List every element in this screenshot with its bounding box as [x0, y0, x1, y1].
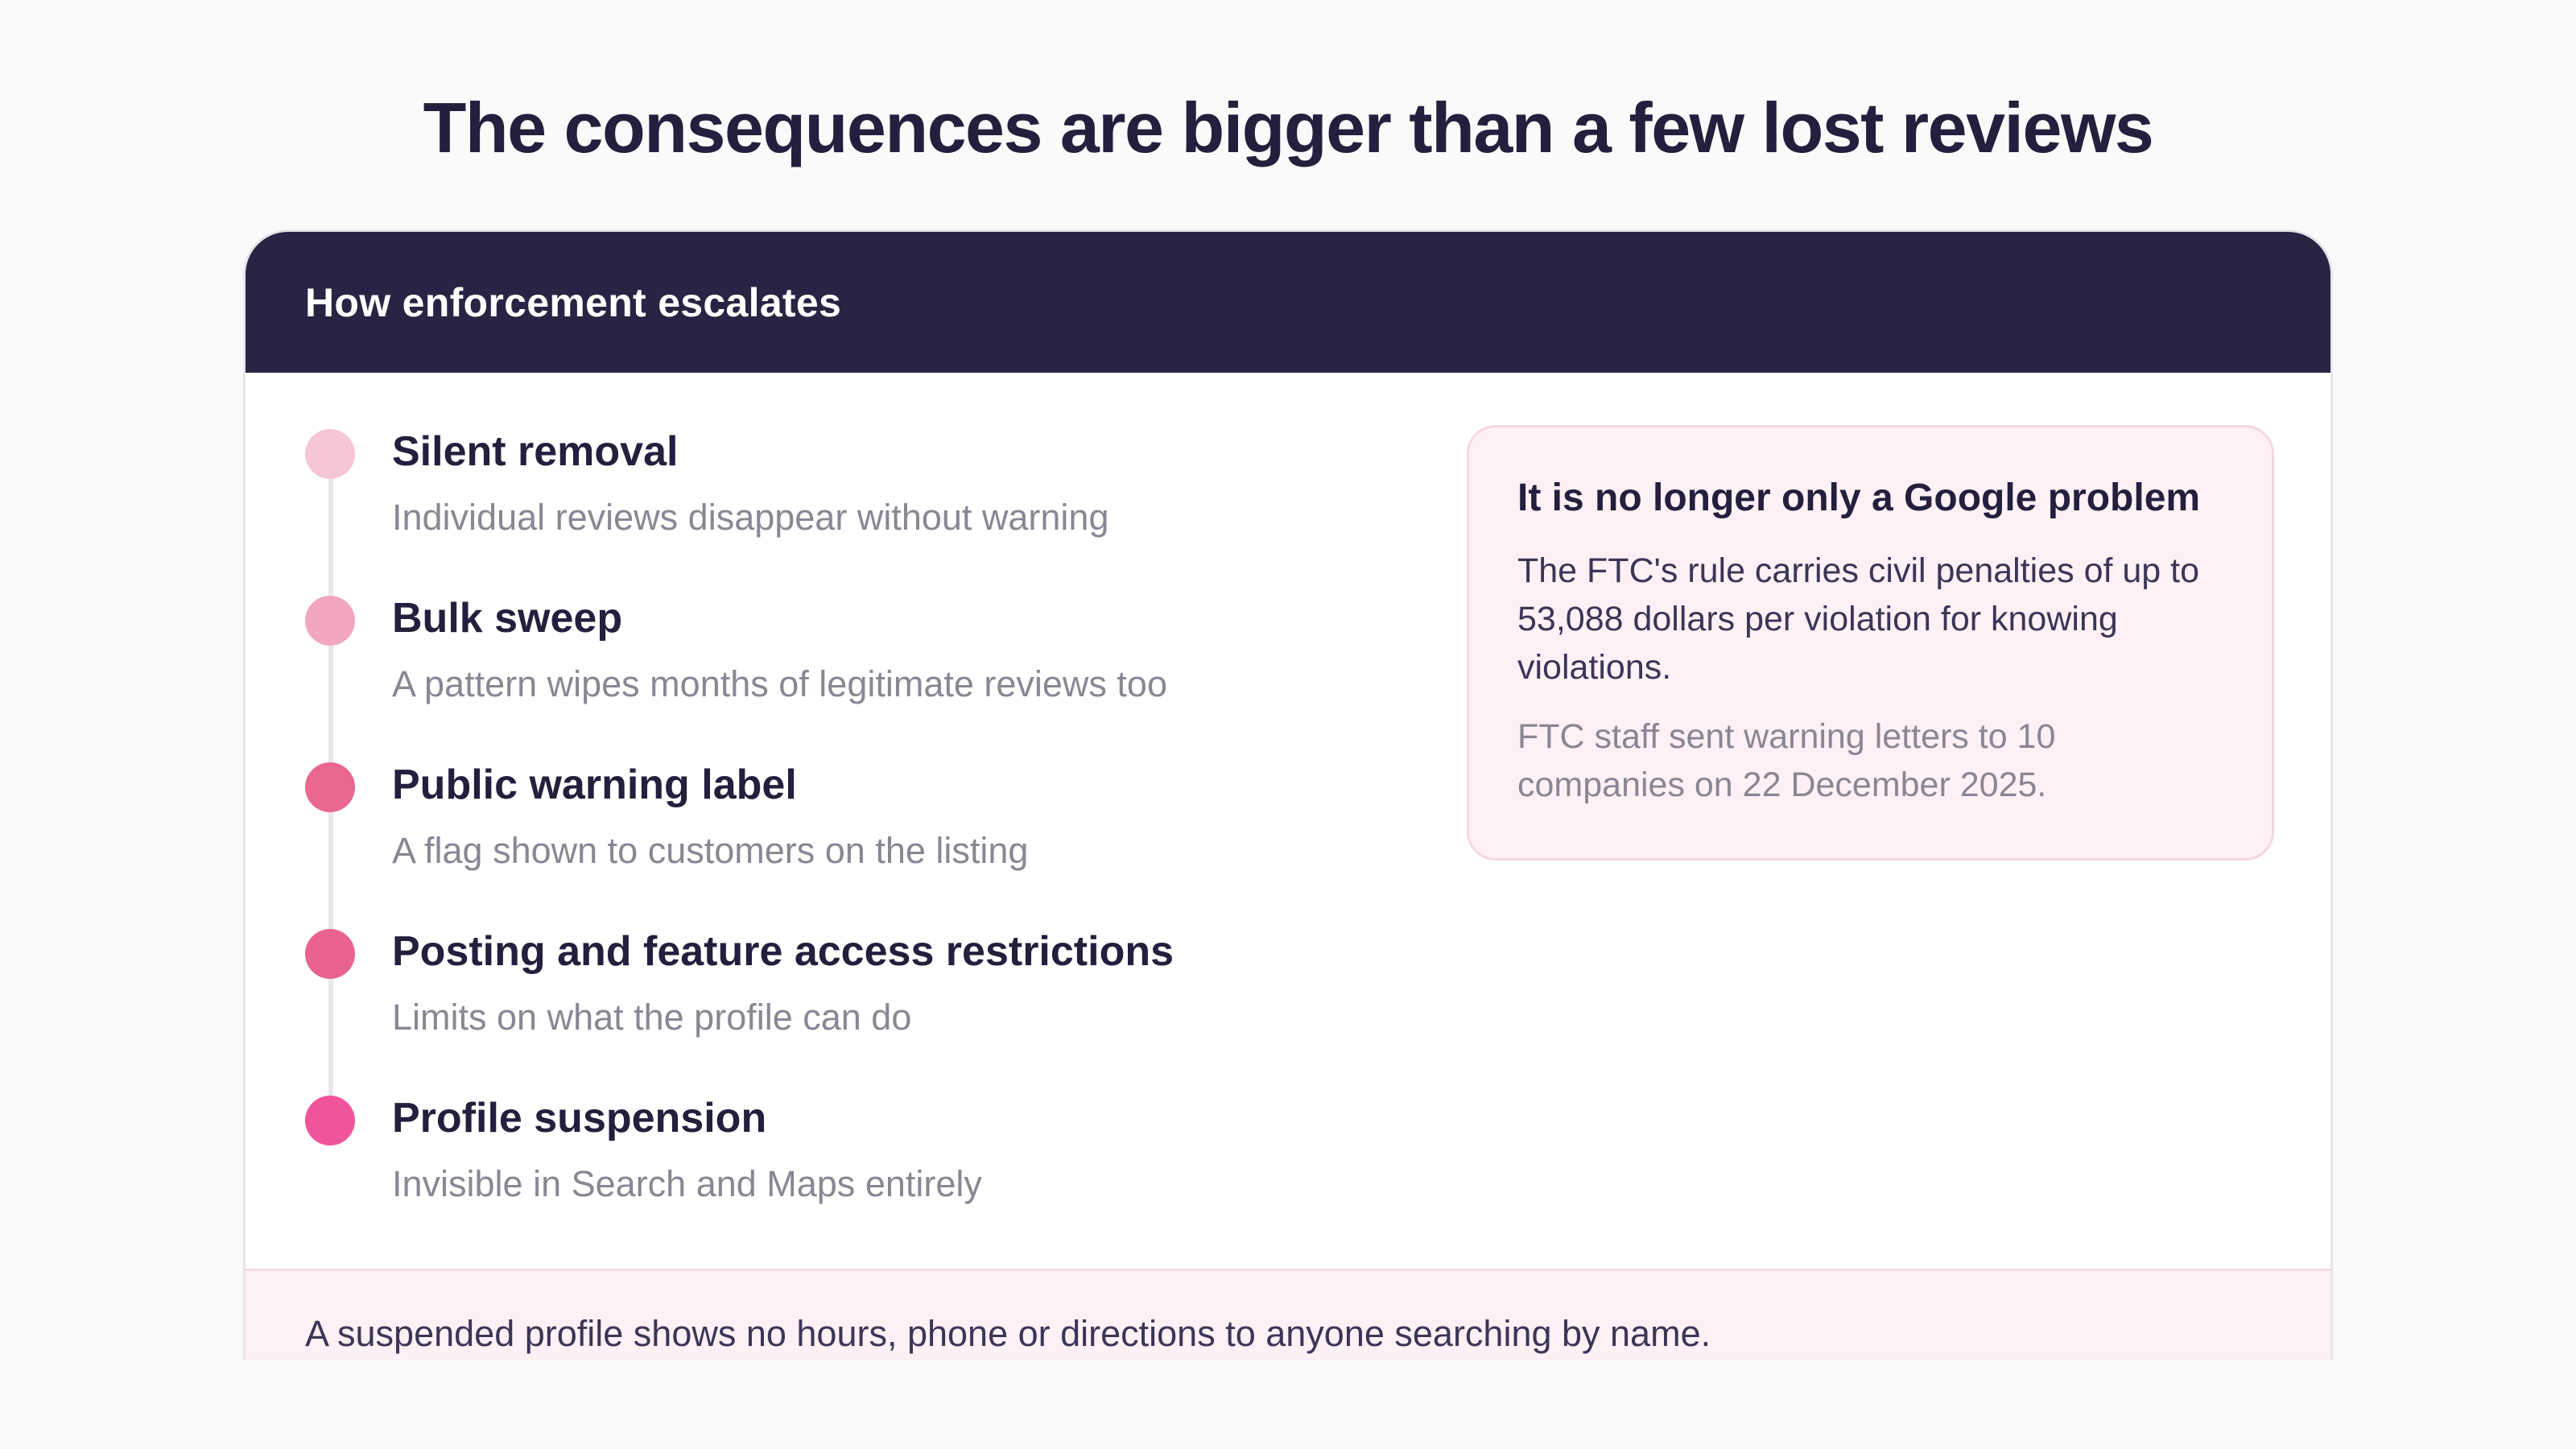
page-title: The consequences are bigger than a few l… — [423, 88, 2154, 167]
step-title: Public warning label — [392, 762, 797, 808]
footer-text: A suspended profile shows no hours, phon… — [305, 1313, 1711, 1354]
callout-body: The FTC's rule carries civil penalties o… — [1517, 551, 2200, 687]
timeline-dot — [305, 929, 355, 979]
step-description: A flag shown to customers on the listing — [392, 830, 1029, 871]
escalation-card: How enforcement escalates Silent removal… — [243, 229, 2333, 1360]
step-title: Silent removal — [392, 428, 679, 475]
timeline-dot — [305, 429, 355, 479]
step-description: Invisible in Search and Maps entirely — [392, 1163, 982, 1204]
timeline-dot — [305, 596, 355, 646]
step-description: A pattern wipes months of legitimate rev… — [392, 663, 1167, 704]
timeline-dot — [305, 762, 355, 812]
card-header-title: How enforcement escalates — [305, 279, 842, 325]
step-description: Individual reviews disappear without war… — [392, 497, 1109, 538]
callout-note: FTC staff sent warning letters to 10 com… — [1517, 717, 2056, 804]
ftc-callout: It is no longer only a Google problem Th… — [1467, 425, 2274, 861]
step-title: Bulk sweep — [392, 595, 623, 642]
timeline-dot — [305, 1096, 355, 1146]
callout-title: It is no longer only a Google problem — [1517, 477, 2201, 519]
step-description: Limits on what the profile can do — [392, 997, 912, 1038]
step-title: Posting and feature access restrictions — [392, 928, 1174, 975]
step-title: Profile suspension — [392, 1095, 767, 1141]
card-footer: A suspended profile shows no hours, phon… — [246, 1269, 2330, 1360]
card-header: How enforcement escalates — [246, 232, 2330, 373]
